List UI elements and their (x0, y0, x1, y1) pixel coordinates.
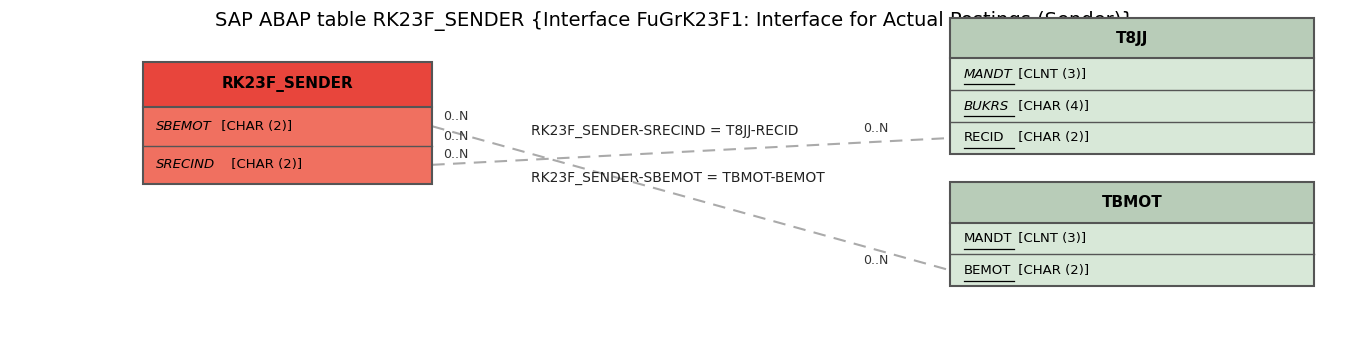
Text: RK23F_SENDER: RK23F_SENDER (221, 76, 353, 92)
Bar (143, 62, 432, 107)
Text: 0..N: 0..N (863, 254, 889, 267)
Bar (143, 62, 432, 184)
Text: BEMOT: BEMOT (965, 264, 1012, 277)
Bar (951, 18, 1314, 154)
Text: RECID: RECID (965, 131, 1005, 144)
Bar (951, 90, 1314, 122)
Text: [CHAR (4)]: [CHAR (4)] (1014, 100, 1090, 113)
Text: T8JJ: T8JJ (1116, 31, 1148, 46)
Text: SRECIND: SRECIND (156, 158, 216, 171)
Bar (951, 58, 1314, 90)
Text: [CHAR (2)]: [CHAR (2)] (217, 120, 291, 133)
Bar (951, 18, 1314, 58)
Bar (143, 107, 432, 146)
Bar (951, 255, 1314, 286)
Text: SAP ABAP table RK23F_SENDER {Interface FuGrK23F1: Interface for Actual Postings : SAP ABAP table RK23F_SENDER {Interface F… (214, 11, 1135, 31)
Text: MANDT: MANDT (965, 68, 1013, 81)
Text: 0..N: 0..N (863, 122, 889, 135)
Text: [CLNT (3)]: [CLNT (3)] (1014, 68, 1086, 81)
Bar (951, 183, 1314, 223)
Text: 0..N: 0..N (442, 110, 468, 123)
Bar (951, 223, 1314, 255)
Text: BUKRS: BUKRS (965, 100, 1009, 113)
Text: [CHAR (2)]: [CHAR (2)] (1014, 264, 1090, 277)
Text: 0..N: 0..N (442, 148, 468, 162)
Text: [CLNT (3)]: [CLNT (3)] (1014, 232, 1086, 245)
Bar (143, 146, 432, 184)
Text: RK23F_SENDER-SBEMOT = TBMOT-BEMOT: RK23F_SENDER-SBEMOT = TBMOT-BEMOT (532, 171, 824, 185)
Text: RK23F_SENDER-SRECIND = T8JJ-RECID: RK23F_SENDER-SRECIND = T8JJ-RECID (530, 124, 799, 138)
Bar (951, 122, 1314, 154)
Text: SBEMOT: SBEMOT (156, 120, 212, 133)
Text: 0..N: 0..N (442, 130, 468, 143)
Text: TBMOT: TBMOT (1102, 195, 1163, 210)
Text: [CHAR (2)]: [CHAR (2)] (1014, 131, 1090, 144)
Text: [CHAR (2)]: [CHAR (2)] (227, 158, 302, 171)
Bar (951, 183, 1314, 286)
Text: MANDT: MANDT (965, 232, 1013, 245)
